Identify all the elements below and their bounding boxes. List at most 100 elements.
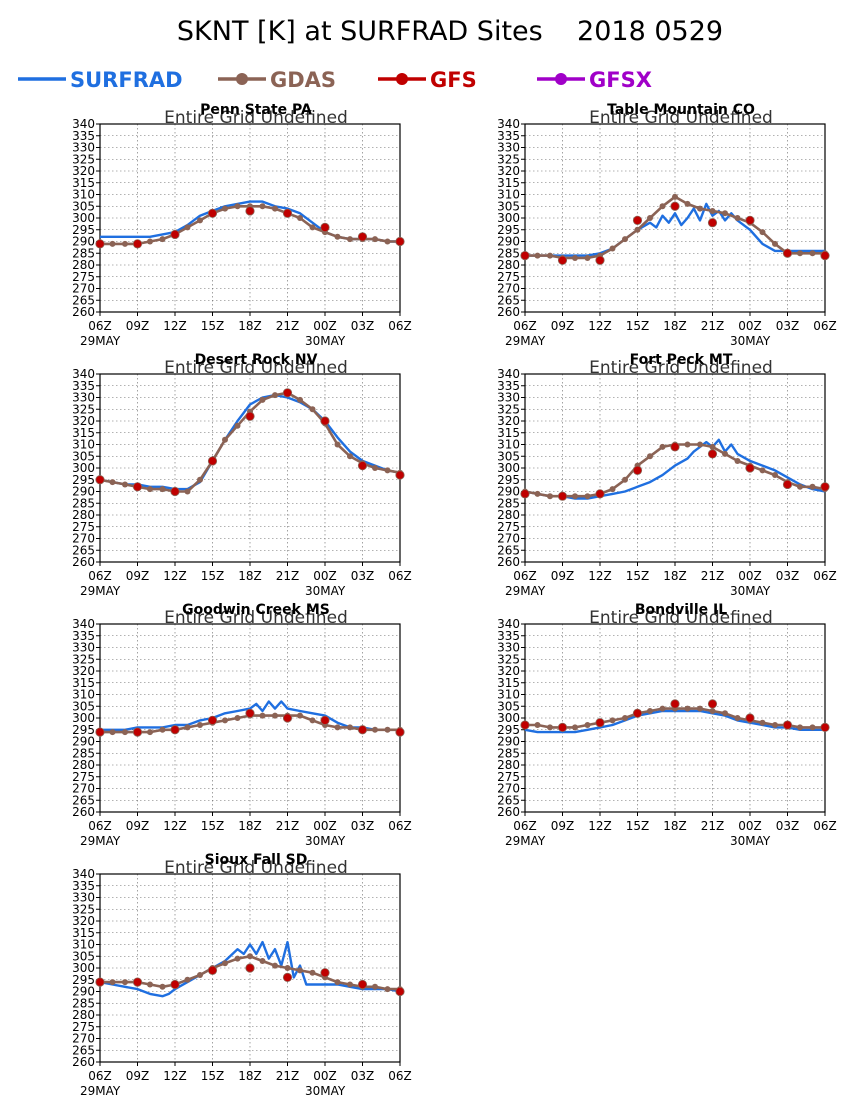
- y-tick-label: 280: [72, 758, 95, 772]
- y-tick-label: 330: [72, 891, 95, 905]
- point-gfs: [820, 722, 830, 733]
- y-tick-label: 285: [497, 746, 520, 760]
- x-day-label: 29MAY: [505, 334, 546, 348]
- x-tick-label: 03Z: [351, 569, 375, 583]
- point-gdas: [122, 729, 128, 736]
- x-tick-label: 12Z: [163, 569, 187, 583]
- x-day-label: 29MAY: [80, 584, 121, 598]
- point-gfs: [132, 239, 143, 249]
- point-gdas: [272, 962, 278, 969]
- y-tick-label: 290: [72, 235, 95, 249]
- point-gdas: [809, 250, 816, 257]
- point-gdas: [547, 252, 553, 259]
- x-day-label: 29MAY: [505, 834, 546, 848]
- y-tick-label: 270: [497, 532, 520, 546]
- y-tick-label: 335: [497, 379, 520, 393]
- y-tick-label: 260: [497, 305, 520, 319]
- point-gfs: [357, 232, 368, 242]
- x-day-label: 30MAY: [305, 334, 346, 348]
- point-gdas: [759, 719, 766, 726]
- y-tick-label: 280: [72, 508, 95, 522]
- point-gdas: [659, 203, 666, 210]
- x-tick-label: 03Z: [351, 1069, 375, 1083]
- point-gdas: [109, 240, 116, 247]
- point-gdas: [609, 245, 616, 252]
- x-tick-label: 21Z: [701, 319, 725, 333]
- y-tick-label: 265: [72, 293, 95, 307]
- panel-note: Entire Grid Undefined: [164, 108, 348, 128]
- y-tick-label: 310: [72, 438, 95, 452]
- x-tick-label: 12Z: [163, 1069, 187, 1083]
- y-tick-label: 335: [72, 129, 95, 143]
- point-gdas: [184, 224, 191, 231]
- x-tick-label: 06Z: [88, 319, 112, 333]
- x-tick-label: 06Z: [388, 319, 412, 333]
- y-tick-label: 315: [497, 176, 520, 190]
- point-gfs: [320, 968, 330, 978]
- point-gdas: [334, 233, 341, 240]
- x-day-label: 29MAY: [505, 584, 546, 598]
- point-gfs: [95, 475, 105, 485]
- x-tick-label: 06Z: [88, 569, 112, 583]
- y-tick-label: 280: [497, 508, 520, 522]
- x-tick-label: 21Z: [276, 819, 300, 833]
- y-tick-label: 300: [497, 711, 520, 725]
- x-tick-label: 18Z: [238, 819, 262, 833]
- x-tick-label: 21Z: [701, 569, 725, 583]
- y-tick-label: 300: [497, 461, 520, 475]
- point-gdas: [234, 955, 241, 962]
- x-day-label: 29MAY: [80, 1084, 121, 1098]
- y-tick-label: 270: [497, 782, 520, 796]
- point-gfs: [782, 720, 793, 730]
- point-gfs: [282, 388, 293, 398]
- point-gdas: [159, 236, 166, 243]
- point-gdas: [259, 396, 266, 403]
- y-tick-label: 300: [72, 711, 95, 725]
- y-tick-label: 305: [72, 699, 95, 713]
- point-gdas: [122, 481, 128, 488]
- point-gdas: [197, 722, 203, 729]
- point-gdas: [734, 457, 741, 464]
- x-tick-label: 21Z: [276, 319, 300, 333]
- y-tick-label: 260: [72, 1055, 95, 1069]
- y-tick-label: 325: [497, 652, 520, 666]
- point-gfs: [745, 215, 755, 225]
- y-tick-label: 295: [72, 223, 95, 237]
- series-line-surfrad: [100, 700, 400, 731]
- point-gdas: [347, 236, 353, 243]
- legend-label-surfrad: SURFRAD: [70, 68, 183, 92]
- series-line-surfrad: [525, 202, 825, 257]
- point-gdas: [722, 710, 728, 717]
- point-gdas: [722, 450, 728, 457]
- y-tick-label: 330: [72, 391, 95, 405]
- y-tick-label: 275: [497, 770, 520, 784]
- y-tick-label: 310: [497, 688, 520, 702]
- point-gdas: [147, 486, 153, 493]
- y-tick-label: 340: [497, 617, 520, 631]
- y-tick-label: 335: [72, 379, 95, 393]
- y-tick-label: 260: [72, 805, 95, 819]
- point-gdas: [772, 240, 778, 247]
- x-tick-label: 12Z: [163, 819, 187, 833]
- point-gdas: [372, 236, 378, 243]
- legend-label-gfs: GFS: [430, 68, 477, 92]
- point-gfs: [520, 720, 530, 730]
- point-gdas: [309, 406, 316, 413]
- x-tick-label: 03Z: [776, 569, 800, 583]
- x-day-label: 30MAY: [305, 584, 346, 598]
- point-gfs: [520, 489, 530, 499]
- y-tick-label: 295: [72, 473, 95, 487]
- x-day-label: 30MAY: [305, 1084, 346, 1098]
- point-gdas: [259, 957, 266, 964]
- point-gfs: [782, 248, 793, 258]
- point-gfs: [320, 222, 330, 232]
- y-tick-label: 315: [72, 676, 95, 690]
- point-gdas: [622, 476, 628, 483]
- figure-title: SKNT [K] at SURFRAD Sites 2018 0529: [177, 16, 723, 47]
- x-tick-label: 12Z: [588, 819, 612, 833]
- y-tick-label: 270: [497, 282, 520, 296]
- point-gdas: [647, 215, 653, 221]
- x-tick-label: 00Z: [313, 819, 337, 833]
- y-tick-label: 330: [72, 641, 95, 655]
